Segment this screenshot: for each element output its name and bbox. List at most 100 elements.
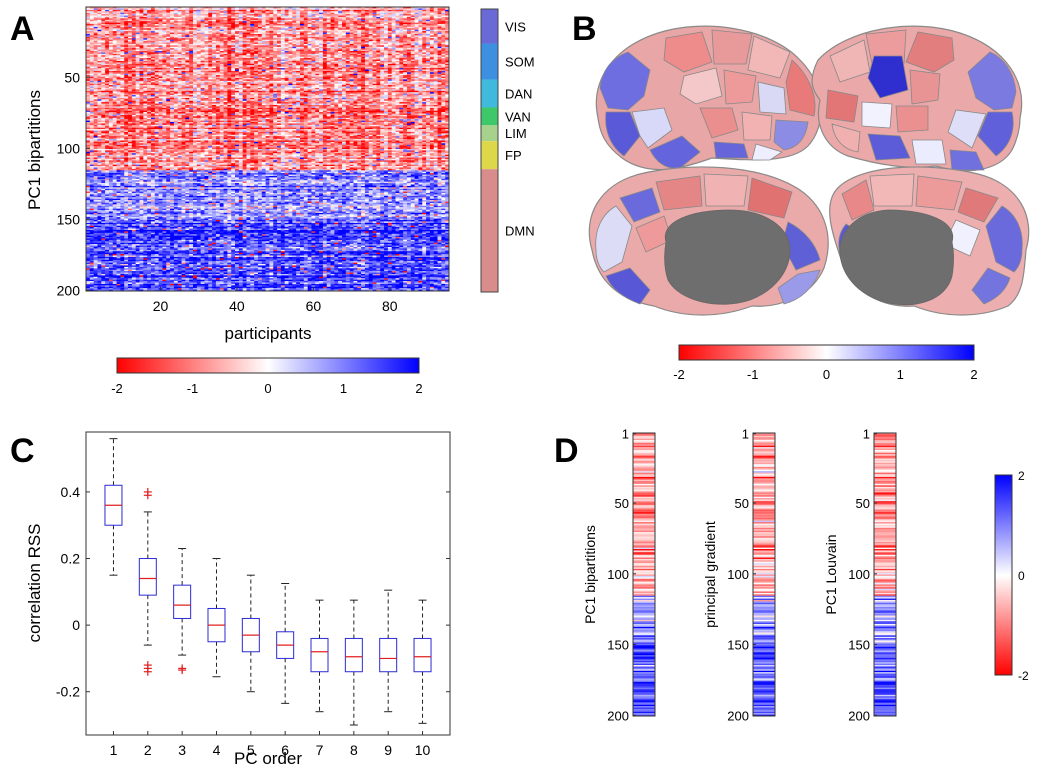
heatmap-a-cell [254,32,259,35]
heatmap-a-cell [403,28,408,31]
heatmap-a-cell [338,26,343,29]
heatmap-a-cell [445,45,450,48]
heatmap-a-cell [227,53,232,56]
heatmap-a-cell [410,29,415,32]
heatmap-a-cell [185,19,190,22]
heatmap-a-cell [131,33,136,36]
heatmap-a-cell [345,63,350,66]
heatmap-a-cell [426,41,431,43]
heatmap-a-cell [139,56,144,59]
heatmap-a-cell [181,15,186,18]
heatmap-a-cell [139,25,144,28]
heatmap-a-cell [196,12,201,15]
heatmap-a-cell [124,14,129,16]
heatmap-a-cell [311,45,316,48]
heatmap-a-cell [101,51,106,53]
heatmap-a-cell [131,16,136,19]
heatmap-a-cell [227,22,232,25]
heatmap-a-cell [372,39,377,42]
heatmap-a-cell [223,49,228,52]
heatmap-a-cell [200,63,205,66]
heatmap-a-cell [135,15,140,18]
heatmap-a-cell [307,62,312,65]
heatmap-a-cell [189,38,194,40]
heatmap-a-cell [433,22,438,25]
heatmap-a-cell [181,62,186,65]
heatmap-a-cell [441,22,446,25]
heatmap-a-cell [414,58,419,60]
heatmap-a-cell [387,62,392,65]
heatmap-a-cell [368,28,373,31]
heatmap-a-cell [86,21,91,23]
heatmap-a-cell [238,24,243,26]
heatmap-a-cell [177,41,182,43]
heatmap-a-cell [410,39,415,42]
heatmap-a-cell [299,36,305,39]
heatmap-a-cell [319,53,324,56]
heatmap-a-cell [200,53,205,56]
heatmap-a-cell [292,46,297,49]
heatmap-a-cell [296,38,301,40]
heatmap-a-cell [441,31,446,33]
heatmap-a-cell [223,9,228,12]
heatmap-a-cell [231,60,236,63]
heatmap-a-cell [143,22,148,25]
heatmap-a-cell [143,62,148,65]
heatmap-a-cell [433,31,438,33]
heatmap-a-cell [212,24,217,26]
heatmap-a-cell [86,56,91,59]
heatmap-a-cell [384,21,389,23]
heatmap-a-cell [284,25,289,28]
heatmap-a-cell [196,7,201,9]
heatmap-a-cell [250,24,255,26]
heatmap-a-cell [116,51,121,53]
heatmap-a-cell [368,16,373,19]
heatmap-a-cell [124,11,129,13]
heatmap-a-cell [219,36,224,39]
heatmap-a-cell [418,8,423,11]
heatmap-a-cell [403,22,408,25]
heatmap-a-cell [307,29,312,32]
heatmap-a-cell [196,14,201,16]
heatmap-a-cell [345,51,350,53]
heatmap-a-cell [162,45,167,48]
heatmap-a-cell [277,9,282,12]
heatmap-a-cell [357,42,362,45]
heatmap-a-cell [181,21,186,23]
heatmap-a-cell [380,15,385,18]
heatmap-a-cell [288,55,293,57]
heatmap-a-cell [143,38,148,40]
heatmap-a-cell [212,42,217,45]
heatmap-a-cell [445,33,450,36]
heatmap-a-cell [135,8,140,11]
heatmap-a-cell [326,7,331,9]
heatmap-a-cell [231,26,236,29]
heatmap-a-cell [387,52,392,55]
heatmap-a-cell [418,35,423,38]
heatmap-a-cell [131,41,136,43]
heatmap-a-cell [147,43,152,46]
heatmap-a-cell [384,16,389,19]
heatmap-a-cell [376,59,381,62]
heatmap-a-cell [410,18,415,21]
heatmap-a-cell [112,52,117,55]
heatmap-a-cell [384,25,389,28]
heatmap-a-cell [254,24,259,26]
heatmap-a-cell [93,58,98,60]
heatmap-a-cell [254,46,259,49]
heatmap-a-cell [403,14,408,16]
heatmap-a-cell [357,49,362,52]
heatmap-a-cell [399,55,404,57]
heatmap-a-cell [395,41,400,43]
heatmap-a-cell [399,24,404,26]
heatmap-a-cell [177,21,182,23]
heatmap-a-cell [93,63,98,66]
heatmap-a-cell [227,52,232,55]
heatmap-a-cell [128,63,133,66]
heatmap-a-cell [173,9,178,12]
heatmap-a-cell [307,45,312,48]
heatmap-a-cell [215,9,221,12]
heatmap-a-cell [342,24,347,26]
heatmap-a-cell [235,26,240,29]
heatmap-a-cell [391,7,396,9]
